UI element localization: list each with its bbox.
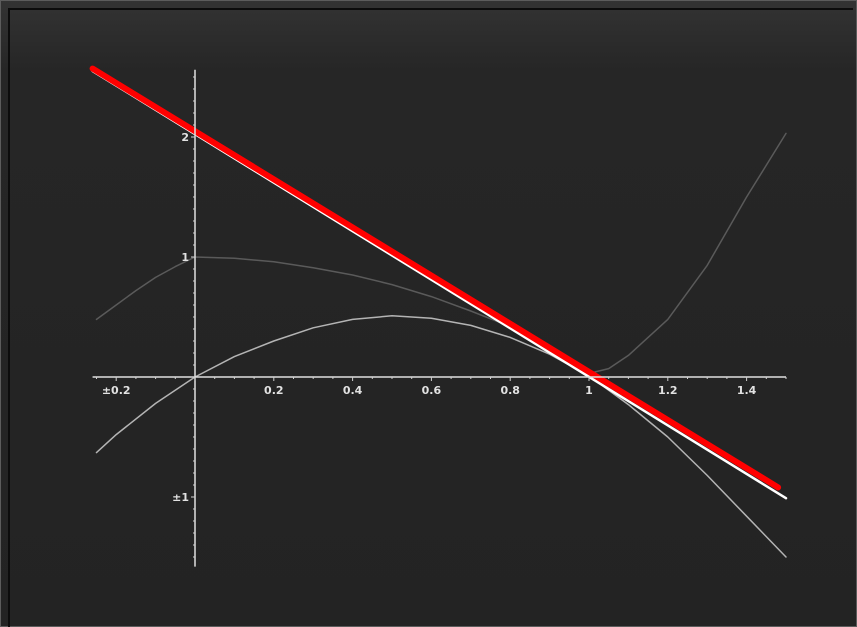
y-tick-label: 1 — [181, 251, 189, 264]
x-tick-label: 0.6 — [422, 384, 442, 397]
series-line-1 — [95, 132, 787, 375]
x-tick-label: 0.2 — [264, 384, 284, 397]
x-tick-label: 1 — [585, 384, 593, 397]
y-tick-label: 2 — [181, 131, 189, 144]
plot-frame — [8, 8, 853, 627]
x-tick-label: 1.2 — [658, 384, 678, 397]
x-tick-label: ±0.2 — [102, 384, 131, 397]
x-tick-label: 0.8 — [500, 384, 520, 397]
series-line-2 — [95, 315, 787, 558]
x-tick-label: 0.4 — [343, 384, 363, 397]
axes-group: ±0.2 0.2 0.4 0.6 0.8 1 1.2 1.4 2 1 ±1 — [92, 69, 787, 567]
series-group — [89, 65, 788, 558]
y-tick-label: ±1 — [172, 491, 189, 504]
x-tick-label: 1.4 — [737, 384, 757, 397]
series-line-4 — [89, 65, 782, 491]
